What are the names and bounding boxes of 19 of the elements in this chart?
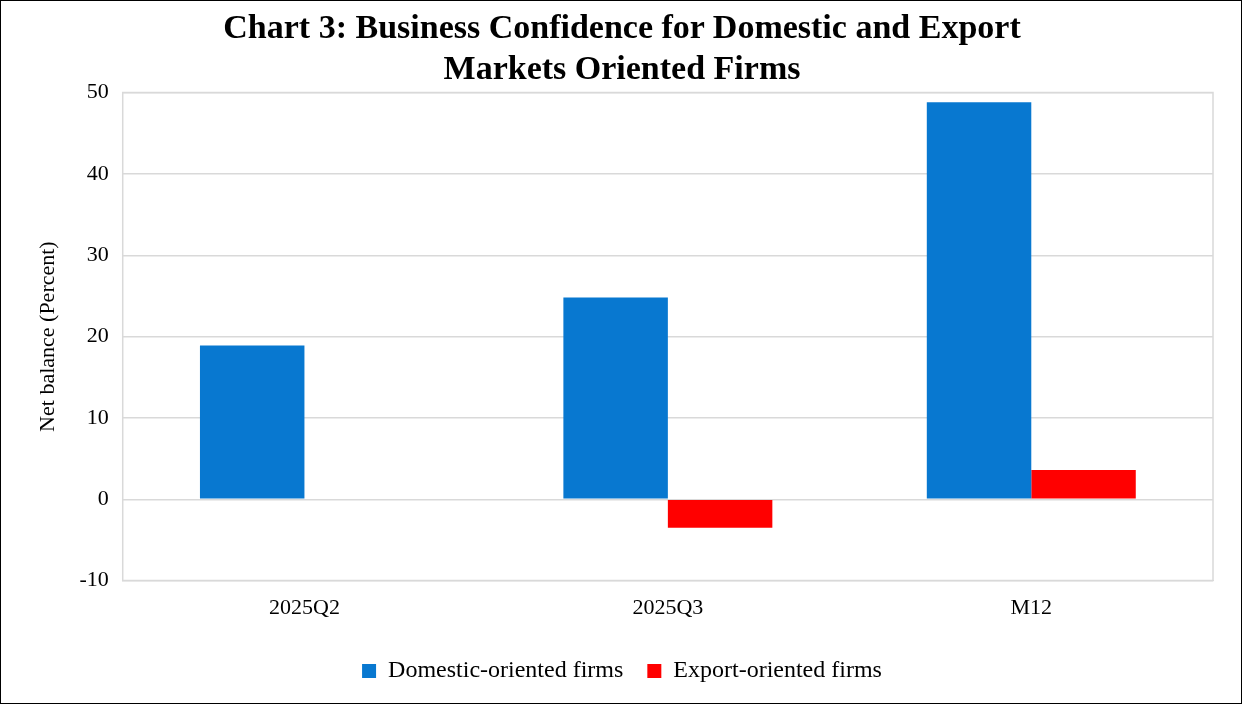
y-tick-label: 50 <box>86 78 109 104</box>
y-tick-label: 10 <box>86 403 109 429</box>
bar <box>563 297 668 499</box>
y-axis-title: Net balance (Percent) <box>33 241 59 432</box>
bar <box>667 500 773 528</box>
y-tick-label: 30 <box>86 241 109 267</box>
bar <box>199 345 305 499</box>
chart-title: Chart 3: Business Confidence for Domestic and Export Markets Oriented Firms <box>223 8 1022 86</box>
y-tick-label: 20 <box>86 322 109 348</box>
x-tick-label: M12 <box>1010 593 1053 619</box>
legend-label: Export-oriented firms <box>673 656 882 683</box>
y-tick-label: 40 <box>86 159 109 185</box>
x-tick-label: 2025Q3 <box>632 593 704 619</box>
y-tick-label: 0 <box>97 485 109 511</box>
legend-label: Domestic-oriented firms <box>388 656 624 683</box>
y-tick-label: -10 <box>79 566 109 592</box>
bar <box>926 102 1032 499</box>
x-tick-label: 2025Q2 <box>268 593 340 619</box>
bar <box>1031 469 1136 499</box>
